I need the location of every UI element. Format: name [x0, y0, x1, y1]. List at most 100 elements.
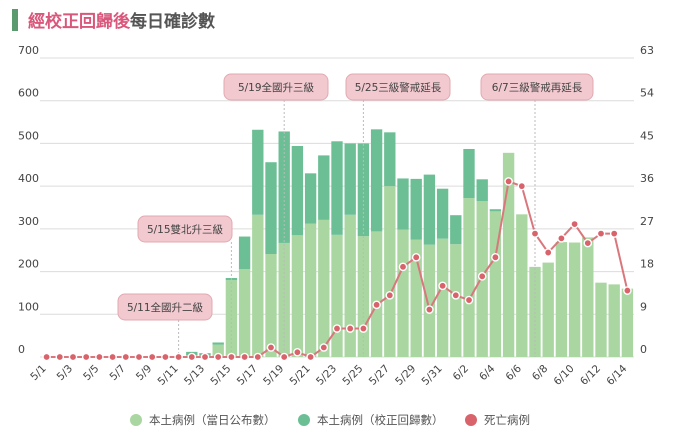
- bar-corrected: [384, 132, 396, 187]
- deaths-point: [68, 352, 78, 362]
- bar-corrected: [397, 178, 409, 230]
- deaths-point: [55, 352, 65, 362]
- x-tick-label: 6/4: [477, 362, 498, 383]
- x-tick-label: 5/3: [55, 363, 75, 383]
- deaths-point: [491, 253, 500, 262]
- y-axis-right: 0 9 18 27 36 45 54 63: [640, 44, 654, 356]
- deaths-point: [81, 352, 91, 362]
- x-tick-label: 5/1: [28, 363, 48, 383]
- y-left-tick-label: 600: [18, 87, 39, 100]
- deaths-point: [477, 272, 487, 281]
- y-right-tick-label: 0: [640, 343, 647, 356]
- x-tick-label: 5/31: [420, 363, 445, 388]
- x-axis: 5/1 5/3 5/5 5/7 5/9 5/11 5/13 5/15 5/17 5/19 5/21 5…: [28, 362, 629, 387]
- bar-base: [304, 223, 317, 357]
- bar-base: [516, 214, 528, 357]
- bar-corrected: [463, 148, 475, 199]
- bar-base: [450, 244, 462, 357]
- bar-base: [489, 211, 502, 357]
- annotation-label: 5/19全國升三級: [238, 81, 315, 94]
- x-tick-label: 5/29: [393, 363, 418, 388]
- deaths-point: [293, 347, 302, 357]
- deaths-point: [213, 352, 223, 362]
- x-tick-label: 5/7: [107, 363, 127, 383]
- bar-corrected: [489, 209, 502, 212]
- x-tick-label: 5/13: [182, 363, 207, 388]
- bar-base: [621, 288, 634, 357]
- bar-base: [384, 186, 396, 357]
- deaths-point: [438, 281, 447, 291]
- x-tick-label: 5/25: [340, 363, 365, 388]
- bar-corrected: [304, 173, 317, 224]
- deaths-point: [42, 352, 51, 362]
- deaths-point: [187, 352, 197, 362]
- legend: 本土病例（當日公布數） 本土病例（校正回歸數） 死亡病例: [130, 413, 530, 427]
- deaths-point: [425, 305, 434, 314]
- bar-corrected: [410, 178, 422, 240]
- y-right-tick-label: 45: [640, 129, 654, 142]
- x-tick-label: 5/23: [314, 363, 339, 388]
- deaths-point: [451, 291, 461, 300]
- deaths-point: [253, 352, 263, 362]
- legend-label: 本土病例（校正回歸數）: [317, 413, 444, 427]
- bar-corrected: [450, 215, 462, 245]
- deaths-point: [359, 324, 368, 333]
- y-left-tick-label: 400: [18, 172, 39, 185]
- y-right-tick-label: 27: [640, 215, 654, 228]
- bar-base: [555, 242, 568, 357]
- bar-corrected: [238, 236, 251, 270]
- chart-title: 經校正回歸後每日確診數: [28, 11, 215, 32]
- x-tick-label: 5/21: [288, 363, 313, 388]
- y-left-tick-label: 0: [18, 343, 25, 356]
- deaths-point: [95, 352, 104, 362]
- y-left-tick-label: 500: [18, 129, 39, 142]
- y-left-tick-label: 700: [18, 44, 39, 57]
- bar-base: [410, 239, 422, 357]
- deaths-point: [372, 300, 381, 310]
- annotation-label: 5/11全國升二級: [127, 301, 204, 314]
- x-tick-label: 5/17: [235, 363, 260, 388]
- deaths-point: [121, 352, 131, 362]
- title-accent-bar: [12, 9, 18, 31]
- deaths-point: [583, 238, 593, 248]
- deaths-point: [319, 343, 329, 352]
- title-rest-text: 每日確診數: [130, 11, 215, 32]
- x-tick-label: 6/12: [578, 363, 603, 388]
- title-accent-text: 經校正回歸後: [28, 11, 131, 32]
- deaths-point: [517, 181, 527, 191]
- deaths-point: [240, 352, 249, 362]
- bar-corrected: [370, 129, 383, 232]
- deaths-series: [42, 177, 632, 362]
- bar-corrected: [212, 342, 224, 345]
- deaths-point: [134, 352, 144, 362]
- y-right-tick-label: 36: [640, 172, 654, 185]
- annotation-box: [137, 215, 233, 243]
- deaths-point: [530, 229, 540, 238]
- bar-base: [331, 234, 343, 357]
- bar-base: [318, 219, 330, 357]
- bar-base: [238, 269, 251, 357]
- deaths-point: [227, 352, 236, 362]
- deaths-point: [279, 352, 289, 362]
- y-left-tick-label: 300: [18, 215, 39, 228]
- x-tick-label: 5/11: [156, 363, 181, 388]
- bar-corrected: [278, 131, 290, 243]
- x-tick-label: 6/8: [530, 363, 550, 383]
- annotation-box: [117, 293, 213, 321]
- deaths-point: [570, 219, 579, 229]
- bar-base: [370, 231, 383, 357]
- annotation-box: [223, 73, 329, 101]
- deaths-point: [623, 286, 632, 295]
- deaths-point: [332, 324, 342, 333]
- x-tick-label: 5/27: [367, 363, 392, 388]
- deaths-point: [266, 343, 276, 352]
- deaths-point: [147, 352, 157, 362]
- y-right-tick-label: 63: [640, 44, 654, 57]
- bar-corrected: [318, 155, 330, 220]
- bar-base: [529, 266, 541, 357]
- bar-corrected: [265, 162, 277, 255]
- bar-base: [278, 242, 290, 357]
- legend-marker: [465, 414, 477, 426]
- deaths-point: [108, 352, 117, 362]
